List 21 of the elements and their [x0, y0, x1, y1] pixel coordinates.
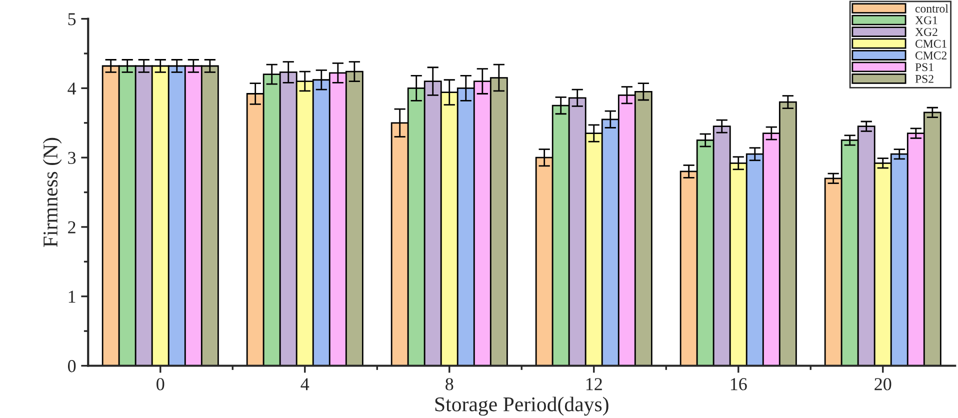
x-axis-title: Storage Period(days) [435, 396, 608, 416]
x-tick-label: 0 [156, 378, 164, 390]
legend-label: CMC1 [915, 40, 946, 48]
legend-label: PS1 [915, 63, 934, 72]
legend-label: PS2 [915, 74, 934, 83]
y-tick-label: 2 [68, 221, 76, 234]
y-axis-title: Firmness (N) [42, 138, 62, 247]
x-tick-label: 16 [730, 378, 747, 390]
y-tick-label: 5 [68, 13, 76, 26]
legend-label: CMC2 [915, 52, 946, 60]
y-tick-label: 3 [68, 152, 76, 164]
x-tick-label: 20 [874, 378, 892, 390]
y-tick-label: 1 [68, 290, 76, 303]
legend-label: XG1 [915, 16, 938, 24]
legend-label: XG2 [915, 28, 938, 36]
legend-label: control [915, 4, 948, 13]
x-tick-label: 4 [300, 378, 310, 390]
x-tick-label: 8 [446, 378, 454, 390]
y-tick-label: 0 [68, 360, 76, 372]
x-tick-label: 12 [586, 378, 602, 390]
y-tick-label: 4 [68, 82, 76, 94]
